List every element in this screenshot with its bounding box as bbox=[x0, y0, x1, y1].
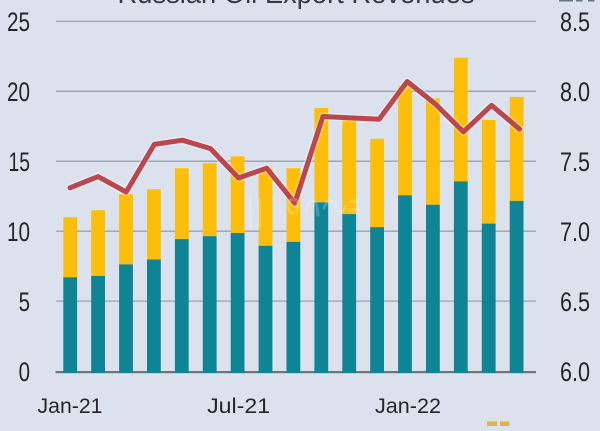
svg-text:8.0: 8.0 bbox=[560, 77, 590, 107]
svg-text:0: 0 bbox=[19, 357, 30, 387]
svg-text:8.5: 8.5 bbox=[560, 7, 590, 37]
svg-text:6.0: 6.0 bbox=[560, 357, 590, 387]
svg-text:5: 5 bbox=[19, 287, 30, 317]
svg-text:7.0: 7.0 bbox=[560, 217, 590, 247]
svg-text:Russian Oil Export Revenues: Russian Oil Export Revenues bbox=[118, 0, 475, 9]
svg-text:10: 10 bbox=[7, 217, 30, 247]
svg-text:15: 15 bbox=[9, 147, 31, 177]
svg-text:7.5: 7.5 bbox=[560, 147, 590, 177]
svg-text:25: 25 bbox=[7, 7, 30, 37]
svg-text:Jul-21: Jul-21 bbox=[207, 395, 270, 418]
svg-text:20: 20 bbox=[7, 77, 30, 107]
svg-text:Jan-21: Jan-21 bbox=[38, 395, 103, 418]
svg-text:Jan-22: Jan-22 bbox=[375, 395, 441, 418]
svg-text:6.5: 6.5 bbox=[560, 287, 590, 317]
